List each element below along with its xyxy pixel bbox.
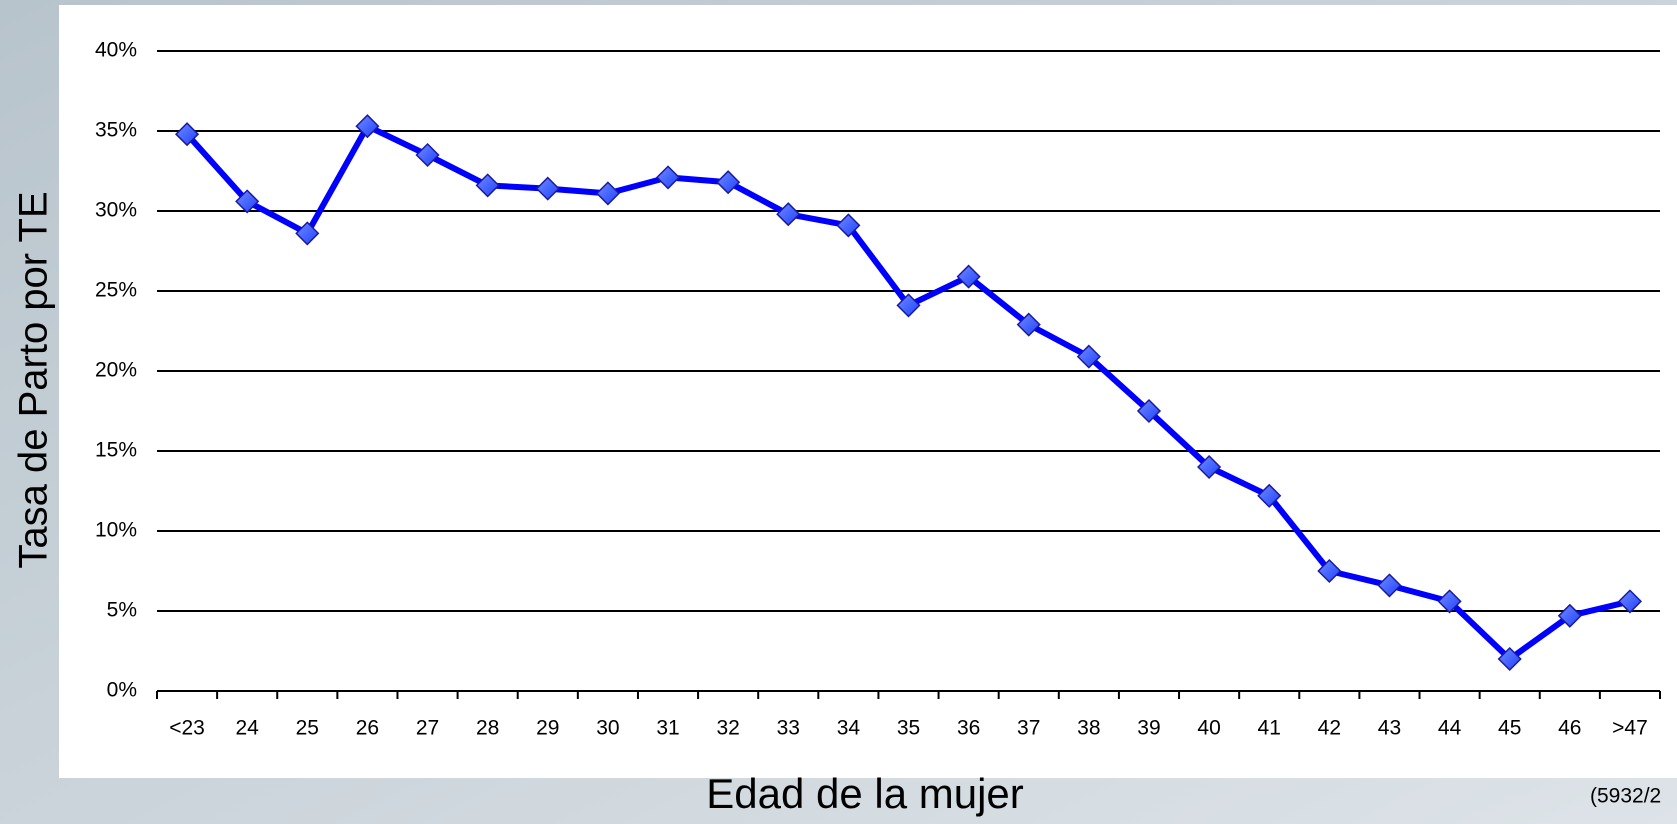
data-marker — [1136, 398, 1162, 424]
x-axis-title: Edad de la mujer — [706, 770, 1024, 817]
x-tick-label: 44 — [1438, 717, 1462, 740]
footnote: (5932/2 — [1590, 785, 1661, 808]
x-tick-label: 33 — [777, 717, 800, 740]
plot-panel — [59, 5, 1677, 778]
y-tick-label: 5% — [107, 599, 137, 622]
x-tick-label: <23 — [169, 717, 205, 740]
x-tick-label: 30 — [596, 717, 619, 740]
y-tick-label: 15% — [95, 439, 137, 462]
y-tick-label: 40% — [95, 39, 137, 62]
x-tick-label: 45 — [1498, 717, 1521, 740]
data-marker — [1617, 589, 1643, 614]
data-marker — [1377, 573, 1402, 598]
x-tick-label: 34 — [837, 717, 861, 740]
data-marker — [1437, 589, 1462, 614]
data-marker — [716, 170, 741, 195]
x-tick-label: 36 — [957, 717, 980, 740]
data-marker — [1317, 558, 1342, 584]
x-tick-label: 29 — [536, 717, 559, 740]
x-tick-label: 25 — [296, 717, 319, 740]
x-tick-label: 39 — [1137, 717, 1160, 740]
x-tick-label: 40 — [1197, 717, 1220, 740]
x-tick-label: 28 — [476, 717, 499, 740]
data-marker — [1497, 646, 1522, 672]
data-marker — [1557, 603, 1582, 628]
data-marker — [836, 213, 861, 238]
x-tick-label: 46 — [1558, 717, 1581, 740]
data-marker — [1016, 312, 1041, 337]
x-tick-label: 41 — [1258, 717, 1281, 740]
x-tick-label: 35 — [897, 717, 920, 740]
y-tick-label: 0% — [107, 679, 137, 702]
data-marker — [235, 189, 260, 214]
x-tick-label: 38 — [1077, 717, 1100, 740]
data-marker — [295, 221, 320, 246]
data-marker — [174, 122, 200, 147]
x-tick-label: 42 — [1318, 717, 1341, 740]
y-tick-label: 30% — [95, 199, 137, 222]
data-marker — [1076, 344, 1101, 369]
x-tick-label: 31 — [656, 717, 679, 740]
y-tick-label: 20% — [95, 359, 137, 382]
data-marker — [475, 173, 500, 198]
data-marker — [355, 114, 380, 139]
x-tick-label: 26 — [356, 717, 379, 740]
x-tick-label: 43 — [1378, 717, 1401, 740]
data-marker — [1197, 454, 1222, 480]
data-marker — [896, 293, 921, 318]
y-tick-label: 35% — [95, 119, 137, 142]
data-marker — [776, 202, 801, 227]
y-axis-title: Tasa de Parto por TE — [12, 191, 56, 568]
data-marker — [956, 264, 981, 289]
data-marker — [1257, 483, 1282, 508]
data-marker — [415, 142, 440, 168]
data-marker — [535, 176, 560, 201]
x-tick-label: 24 — [236, 717, 260, 740]
data-marker — [595, 181, 620, 206]
y-tick-label: 25% — [95, 279, 137, 302]
x-tick-label: 32 — [716, 717, 739, 740]
x-tick-label: 27 — [416, 717, 439, 740]
x-tick-label: 37 — [1017, 717, 1040, 740]
data-marker — [655, 165, 681, 190]
x-tick-label: >47 — [1612, 717, 1648, 740]
y-tick-label: 10% — [95, 519, 137, 542]
